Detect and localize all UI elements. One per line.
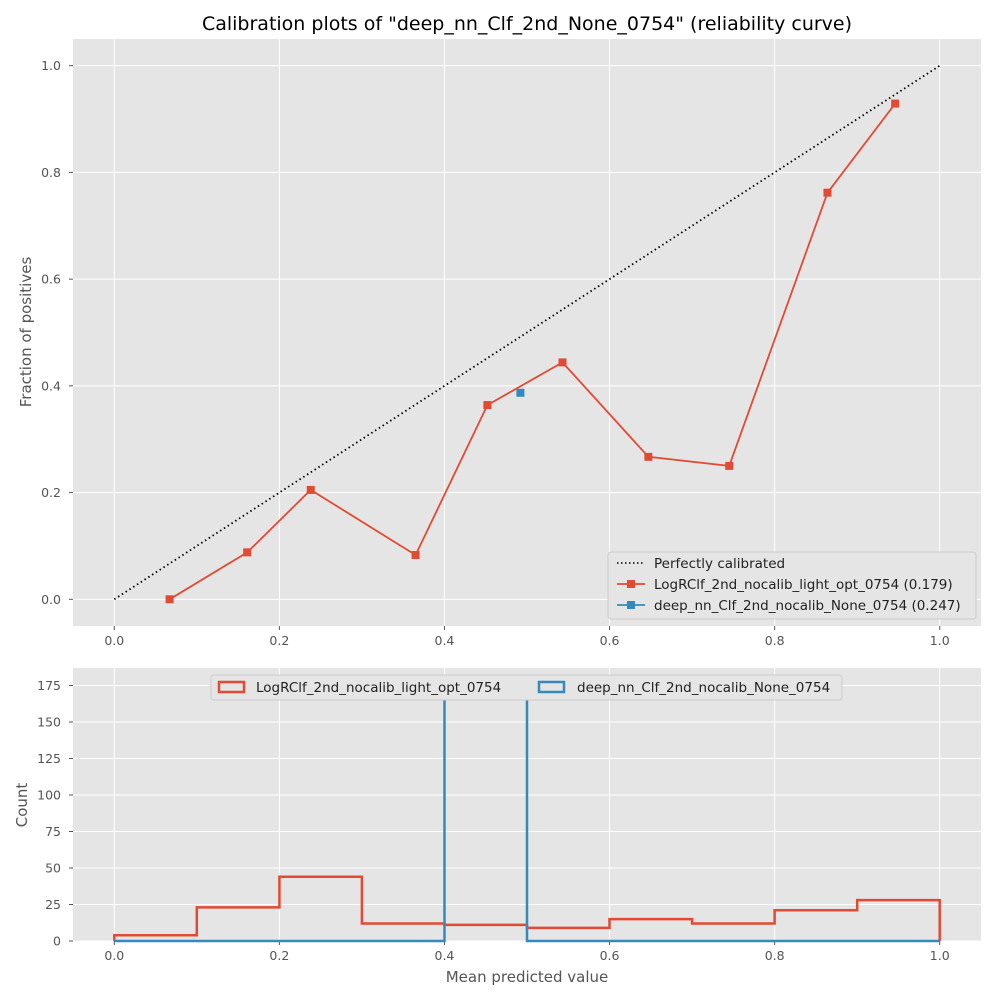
y-tick-label: 0.4: [41, 378, 61, 393]
chart-title: Calibration plots of "deep_nn_Clf_2nd_No…: [202, 13, 852, 35]
x-axis-label: Mean predicted value: [446, 968, 609, 986]
data-point-series-1: [165, 595, 174, 604]
hist-y-tick-label: 100: [37, 788, 61, 803]
hist-y-tick-label: 125: [37, 751, 61, 766]
series-line-1: [169, 103, 896, 601]
legend-label-deepnn: deep_nn_Clf_2nd_nocalib_None_0754 (0.247…: [654, 598, 961, 614]
legend-marker-deepnn: [627, 601, 635, 609]
data-point-series-1: [644, 452, 653, 461]
x-tick-label: 0.6: [600, 633, 620, 648]
y-tick-label: 0.6: [41, 272, 61, 287]
data-point-series-1: [306, 485, 315, 494]
calibration-series: [113, 64, 941, 604]
data-point-series-1: [243, 548, 252, 557]
hist-y-tick-label: 75: [45, 824, 61, 839]
y-axis-label-bottom: Count: [13, 783, 31, 828]
legend-marker-logr: [627, 580, 635, 588]
histogram-ticks: 0.0 0.2 0.4 0.6 0.8 1.0 0 25 50 75 100 125 150 175: [37, 678, 950, 963]
hist-y-tick-label: 25: [45, 897, 61, 912]
hist-x-tick-label: 0.0: [104, 948, 124, 963]
perfect-calibration-line: [113, 64, 941, 601]
y-tick-label: 1.0: [41, 58, 61, 73]
histogram-legend: LogRClf_2nd_nocalib_light_opt_0754 deep_…: [210, 674, 843, 701]
histogram-legend-swatch-logr: [217, 680, 246, 694]
histogram-legend-box: [210, 674, 843, 701]
x-tick-label: 1.0: [930, 633, 950, 648]
data-point-series-1: [483, 401, 492, 410]
hist-x-tick-label: 0.4: [435, 948, 455, 963]
calibration-ticks: 0.0 0.2 0.4 0.6 0.8 1.0 0.0 0.2 0.4 0.6 0.8 1.0: [41, 58, 950, 648]
x-tick-label: 0.0: [104, 633, 124, 648]
hist-y-tick-label: 175: [37, 678, 61, 693]
histogram-legend-label-logr: LogRClf_2nd_nocalib_light_opt_0754: [256, 680, 501, 696]
x-tick-label: 0.4: [435, 633, 455, 648]
legend-label-perfect: Perfectly calibrated: [654, 556, 785, 572]
calibration-plot: 0.0 0.2 0.4 0.6 0.8 1.0 0.0 0.2 0.4 0.6 0.8 1.0 Cal…: [17, 13, 981, 648]
data-point-series-2: [516, 388, 525, 397]
histogram-legend-label-deepnn: deep_nn_Clf_2nd_nocalib_None_0754: [577, 680, 830, 696]
histogram-plot: 0.0 0.2 0.4 0.6 0.8 1.0 0 25 50 75 100 125 150 175 Me…: [13, 668, 981, 986]
hist-x-tick-label: 0.6: [600, 948, 620, 963]
hist-y-tick-label: 150: [37, 715, 61, 730]
y-axis-label-top: Fraction of positives: [17, 257, 35, 408]
data-point-series-1: [823, 188, 832, 197]
hist-x-tick-label: 1.0: [930, 948, 950, 963]
data-point-series-1: [891, 99, 900, 108]
histogram-legend-swatch-deepnn: [537, 680, 566, 694]
legend-label-logr: LogRClf_2nd_nocalib_light_opt_0754 (0.17…: [654, 577, 953, 593]
hist-y-tick-label: 50: [45, 861, 61, 876]
x-tick-label: 0.2: [269, 633, 289, 648]
y-tick-label: 0.0: [41, 592, 61, 607]
hist-y-tick-label: 0: [53, 934, 61, 949]
data-point-series-1: [558, 358, 567, 367]
data-point-series-1: [725, 461, 734, 470]
hist-x-tick-label: 0.2: [269, 948, 289, 963]
y-tick-label: 0.2: [41, 485, 61, 500]
legend-box: [607, 551, 977, 620]
x-tick-label: 0.8: [765, 633, 785, 648]
calibration-legend: Perfectly calibrated LogRClf_2nd_nocalib…: [607, 551, 977, 620]
hist-x-tick-label: 0.8: [765, 948, 785, 963]
data-point-series-1: [411, 551, 420, 560]
y-tick-label: 0.8: [41, 165, 61, 180]
